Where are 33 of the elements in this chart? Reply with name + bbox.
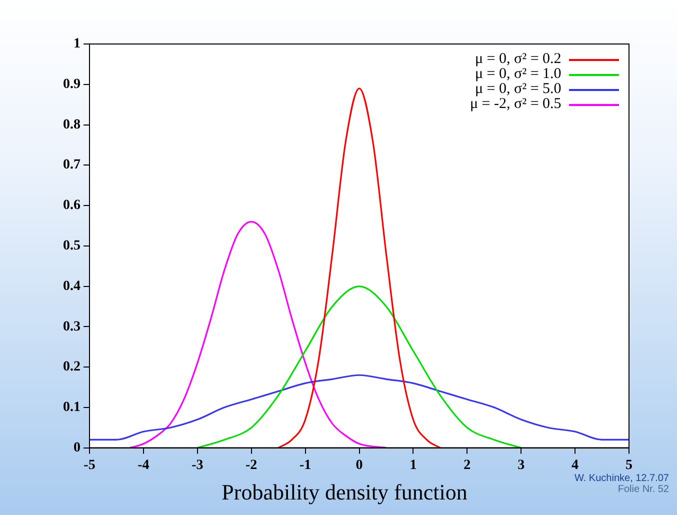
text: Probability density function [222, 480, 468, 505]
line-series [278, 88, 441, 448]
y-tick-label: 0.3 [63, 319, 80, 334]
text: Folie Nr. 52 [616, 484, 669, 495]
line-series [129, 220, 388, 448]
x-tick-label: 2 [464, 458, 471, 473]
line-series [90, 374, 629, 441]
legend-label: μ = 0, σ² = 1.0 [475, 66, 562, 82]
x-tick-label: 1 [410, 458, 417, 473]
y-tick-label: 0.1 [63, 400, 80, 416]
y-tick-label: 0.7 [63, 158, 80, 173]
y-tick-label: 0 [74, 440, 80, 456]
y-tick-label: 0.8 [63, 117, 80, 132]
x-tick-label: -2 [246, 458, 258, 473]
text: W. Kuchinke, 12.7.07 [574, 473, 669, 484]
y-tick-label: 0.2 [63, 360, 80, 375]
x-tick-label: -1 [299, 458, 312, 473]
y-tick-label: 0.9 [63, 76, 80, 92]
legend-label: μ = -2, σ² = 0.5 [470, 96, 562, 112]
x-tick-label: -5 [84, 458, 96, 473]
legend-label: μ = 0, σ² = 0.2 [475, 51, 562, 67]
x-tick-label: 3 [518, 458, 525, 473]
legend-label: μ = 0, σ² = 5.0 [475, 81, 562, 97]
x-tick-label: 0 [356, 458, 363, 473]
x-tick-label: -3 [192, 458, 204, 473]
x-tick-label: -4 [138, 458, 150, 473]
x-tick-label: 5 [626, 458, 632, 473]
line-series [196, 285, 522, 448]
y-tick-label: 0.5 [63, 238, 80, 254]
x-tick-label: 4 [572, 458, 579, 473]
y-tick-label: 1 [74, 36, 80, 52]
y-tick-label: 0.4 [63, 278, 80, 294]
y-tick-label: 0.6 [63, 198, 80, 214]
